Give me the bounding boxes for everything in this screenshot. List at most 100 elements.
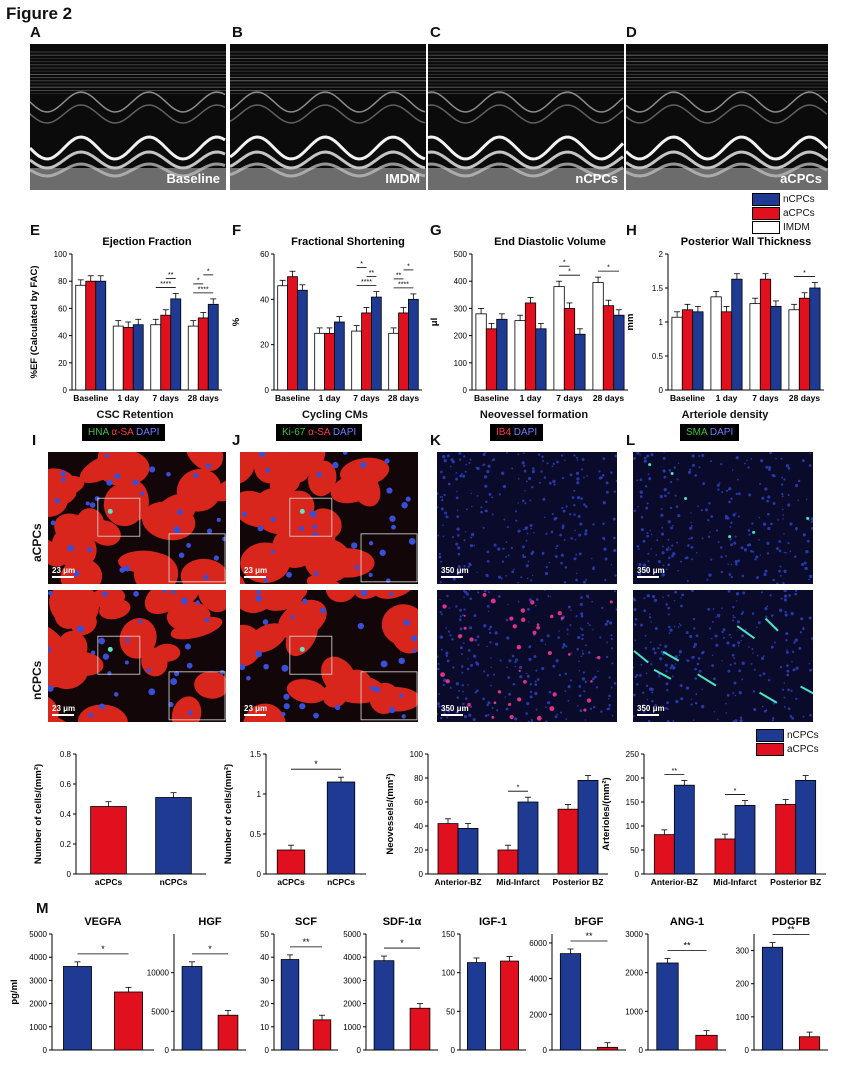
nucleus (739, 719, 743, 722)
myocyte (176, 468, 222, 512)
nucleus (443, 493, 446, 497)
nucleus (525, 539, 528, 542)
nucleus (447, 482, 451, 486)
nucleus (553, 483, 556, 486)
nucleus (776, 547, 779, 550)
nucleus (747, 529, 751, 532)
nucleus (708, 627, 712, 630)
nucleus (713, 677, 716, 681)
micro-title-neovessel: Neovessel formation (479, 409, 589, 421)
nucleus (439, 716, 443, 720)
nucleus (597, 670, 599, 672)
nucleus (646, 502, 649, 505)
nucleus (809, 668, 812, 672)
nucleus (601, 606, 604, 610)
chart-scf: SCF 0 10 20 30 40 50 ** (260, 916, 338, 1055)
vessel-signal (521, 617, 526, 623)
nucleus (514, 665, 517, 668)
nucleus (663, 475, 667, 479)
nucleus (686, 579, 689, 582)
nucleus (569, 624, 571, 626)
y-tick-label: 80 (414, 774, 423, 783)
nucleus (667, 546, 670, 549)
nucleus (468, 626, 473, 630)
arteriole-signal (670, 471, 674, 475)
nucleus (701, 454, 705, 458)
nucleus (319, 607, 326, 614)
vessel-signal (512, 624, 517, 629)
nucleus (523, 555, 527, 559)
nucleus (456, 527, 460, 531)
nucleus (586, 594, 589, 598)
nucleus (354, 565, 360, 570)
nucleus (522, 554, 525, 557)
nucleus (379, 549, 386, 556)
legend-item-acpcs: aCPCs (752, 206, 815, 220)
nucleus (374, 686, 381, 693)
nucleus (332, 461, 339, 469)
nucleus (558, 673, 561, 677)
nucleus (665, 670, 668, 673)
nucleus (561, 524, 565, 528)
nucleus (667, 538, 670, 541)
y-tick-label: 0.4 (60, 810, 72, 819)
nucleus (472, 654, 477, 658)
nucleus (469, 597, 473, 601)
significance-label: * (407, 263, 410, 270)
nucleus (463, 596, 465, 598)
nucleus (545, 720, 548, 722)
nucleus (731, 469, 734, 471)
y-axis-label: % (231, 317, 242, 326)
nucleus (737, 641, 741, 645)
bar (710, 296, 722, 391)
nucleus (139, 491, 144, 496)
nucleus (544, 571, 549, 576)
nucleus (808, 578, 811, 581)
nucleus (668, 632, 671, 635)
nucleus (107, 671, 112, 676)
bar (373, 960, 395, 1051)
significance-label: * (563, 260, 566, 267)
nucleus (541, 455, 544, 458)
nucleus (717, 488, 720, 491)
nucleus (660, 513, 664, 517)
nucleus (667, 613, 670, 616)
nucleus (465, 592, 469, 596)
vessel-signal (518, 669, 521, 672)
bar (90, 806, 127, 875)
nucleus (569, 679, 573, 682)
nucleus (783, 682, 786, 684)
nucleus (741, 678, 744, 681)
nucleus (610, 637, 613, 641)
y-tick-label: 3000 (29, 976, 47, 985)
nucleus (583, 690, 586, 693)
nucleus (638, 548, 640, 551)
nucleus (671, 544, 674, 547)
nucleus (732, 614, 735, 617)
nucleus (691, 463, 696, 467)
nucleus (521, 545, 525, 549)
nucleus (657, 560, 661, 564)
nucleus (511, 570, 515, 574)
nucleus (675, 505, 679, 508)
nucleus (61, 477, 66, 482)
echo-wall (30, 168, 226, 190)
nucleus (613, 536, 616, 540)
y-tick-label: 200 (626, 774, 640, 783)
nucleus (692, 617, 696, 621)
micro-i-acpcs: 23 μm (48, 452, 226, 584)
bar (574, 333, 586, 391)
bar (673, 784, 695, 875)
vessel-signal (536, 625, 540, 630)
nucleus (540, 470, 543, 473)
nucleus (809, 713, 812, 717)
nucleus (576, 647, 579, 651)
nucleus (487, 713, 490, 716)
y-tick-label: 20 (414, 846, 423, 855)
nucleus (615, 608, 617, 611)
y-tick-label: 0 (543, 1046, 548, 1055)
nucleus (442, 678, 447, 682)
nucleus (667, 606, 671, 610)
nucleus (779, 565, 782, 568)
y-tick-label: 50 (446, 1007, 455, 1016)
